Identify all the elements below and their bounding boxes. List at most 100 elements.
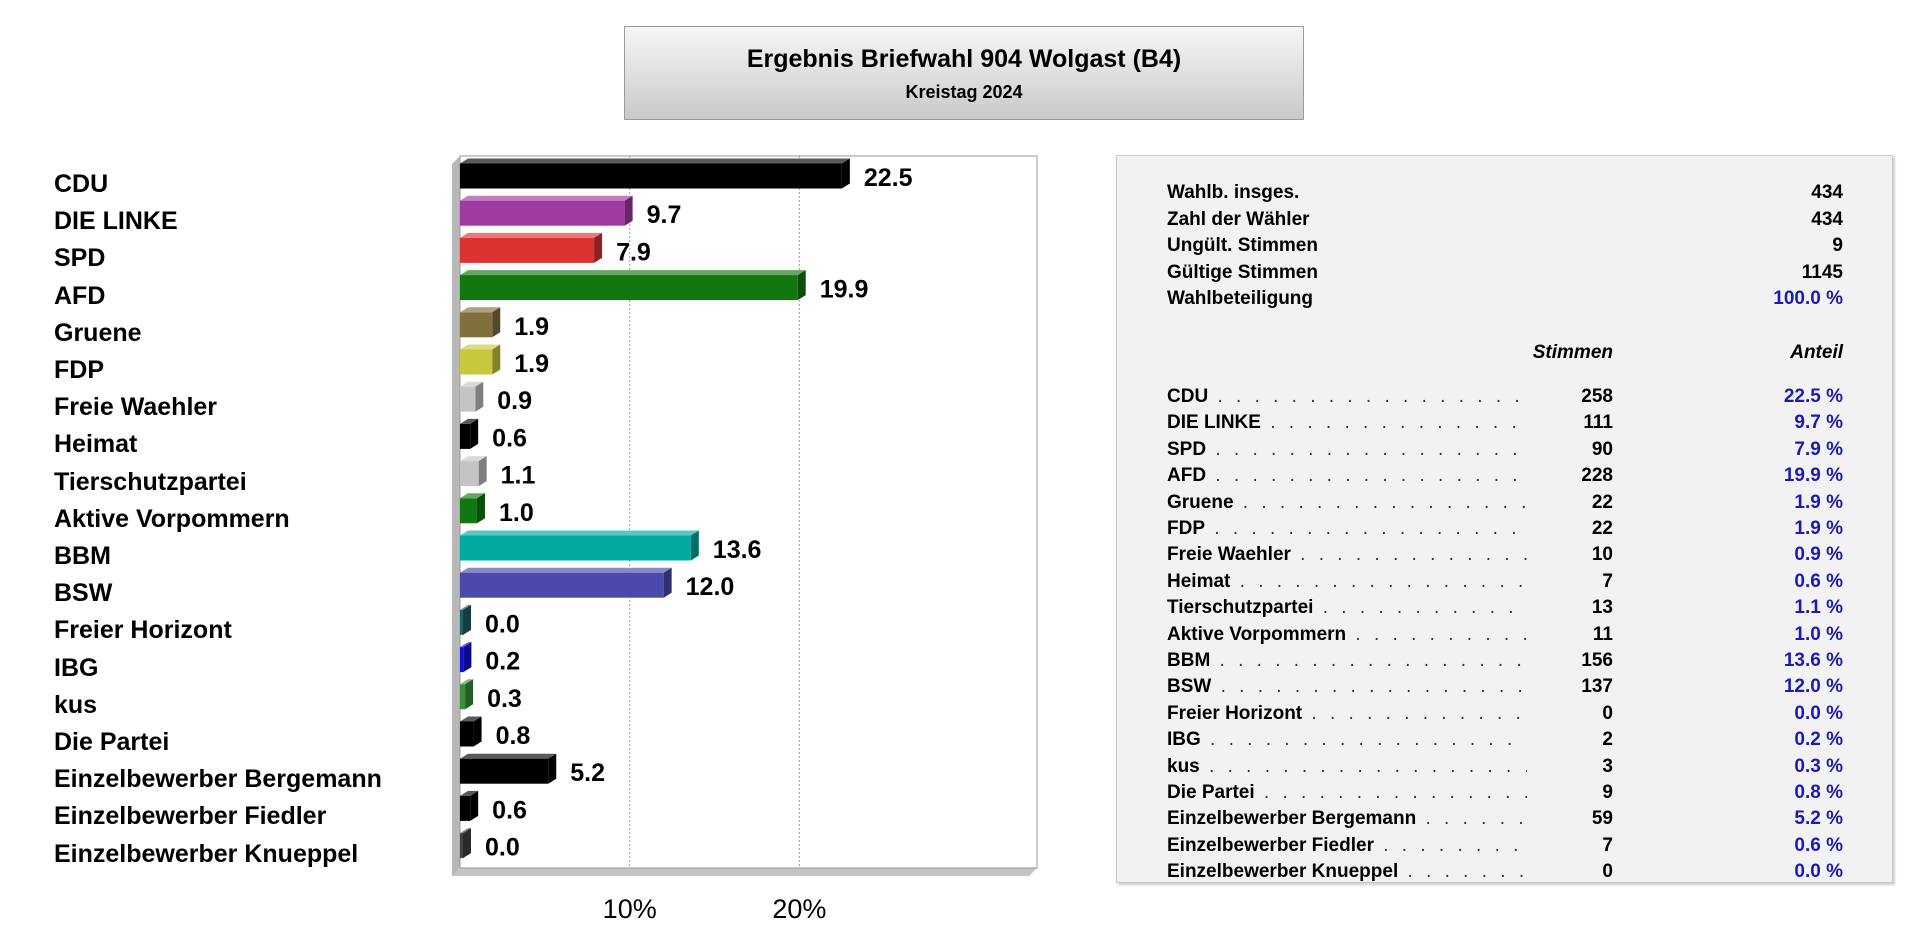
party-votes: 7: [1602, 570, 1613, 592]
bar-front-face: [460, 833, 463, 859]
bar-top-face: [460, 344, 501, 350]
leader-dots: . . . . . . . . . . . . . . . . . . . . …: [1214, 518, 1527, 539]
party-votes: 0: [1602, 702, 1613, 724]
party-name: Einzelbewerber Knueppel . . . . . . . . …: [1167, 859, 1527, 885]
bar-front-face: [460, 535, 691, 561]
bar-side-face: [463, 604, 471, 635]
bar-side-face: [470, 418, 479, 449]
party-name: SPD . . . . . . . . . . . . . . . . . . …: [1167, 437, 1527, 463]
category-label: Einzelbewerber Knueppel: [54, 839, 359, 868]
summary-value: 1145: [1801, 261, 1843, 283]
bar-top-face: [460, 307, 501, 313]
bar: [460, 753, 557, 784]
summary-value: 434: [1811, 208, 1843, 230]
bar-front-face: [460, 163, 842, 189]
party-result-row: Heimat . . . . . . . . . . . . . . . . .…: [1167, 569, 1843, 595]
party-result-row: Einzelbewerber Knueppel . . . . . . . . …: [1167, 859, 1843, 885]
bar-front-face: [460, 461, 479, 487]
category-label: IBG: [54, 653, 99, 682]
bar-front-face: [460, 684, 466, 710]
bar: [460, 828, 471, 859]
bar-top-face: [460, 195, 633, 201]
party-name-text: DIE LINKE: [1167, 412, 1261, 434]
party-name: Die Partei . . . . . . . . . . . . . . .…: [1167, 780, 1527, 806]
party-share: 0.9 %: [1794, 544, 1843, 566]
party-result-row: CDU . . . . . . . . . . . . . . . . . . …: [1167, 384, 1843, 410]
bar-front-face: [460, 386, 476, 412]
party-name-text: BBM: [1167, 650, 1211, 671]
category-label: Tierschutzpartei: [54, 467, 247, 496]
party-share: 0.8 %: [1794, 782, 1843, 803]
bar-side-face: [492, 307, 501, 338]
table-header: Stimmen Anteil: [1167, 340, 1843, 366]
bar-value-label: 9.7: [647, 201, 682, 229]
party-name: FDP . . . . . . . . . . . . . . . . . . …: [1167, 516, 1527, 542]
bar-top-face: [460, 232, 603, 238]
bar-top-face: [460, 270, 806, 276]
bar-top-face: [460, 158, 850, 164]
bar-side-face: [465, 679, 474, 710]
party-name: BSW . . . . . . . . . . . . . . . . . . …: [1167, 674, 1527, 700]
party-result-row: Gruene . . . . . . . . . . . . . . . . .…: [1167, 490, 1843, 516]
category-label: Die Partei: [54, 728, 170, 756]
party-name: Gruene . . . . . . . . . . . . . . . . .…: [1167, 490, 1527, 516]
bar-top-face: [460, 604, 471, 610]
leader-dots: . . . . . . . . . . . . . . . . . . . . …: [1270, 412, 1527, 434]
bar-front-face: [460, 312, 493, 338]
results-panel: Wahlb. insges. 434 Zahl der Wähler 434 Ungül…: [1116, 155, 1893, 883]
bar: [460, 530, 699, 561]
leader-dots: . . . . . . . . . . . . . . . . . . . . …: [1217, 386, 1527, 407]
leader-dots: . . . . . . . . . . . . . . . . . . . . …: [1220, 676, 1527, 698]
leader-dots: . . . . . . . . . . . . . . . . . . . . …: [1209, 755, 1527, 777]
bar-value-label: 5.2: [570, 759, 605, 787]
bar-side-face: [478, 456, 487, 487]
bar-side-face: [663, 567, 672, 598]
bar-front-face: [460, 721, 474, 747]
party-votes: 7: [1602, 834, 1613, 856]
bar-side-face: [492, 344, 501, 375]
party-name-text: Tierschutzpartei: [1167, 597, 1314, 619]
bar-front-face: [460, 423, 471, 449]
party-result-row: Freier Horizont . . . . . . . . . . . . …: [1167, 701, 1843, 727]
bar-side-face: [463, 642, 472, 673]
bar-top-face: [460, 493, 485, 499]
leader-dots: . . . . . . . . . . . . . . . . . . . . …: [1215, 438, 1527, 460]
bar-side-face: [470, 790, 479, 821]
plot-left-wall: [452, 156, 460, 876]
category-label: Aktive Vorpommern: [54, 504, 290, 533]
bar-front-face: [460, 572, 664, 598]
category-label: Heimat: [54, 430, 138, 459]
party-name: DIE LINKE . . . . . . . . . . . . . . . …: [1167, 410, 1527, 436]
leader-dots: . . . . . . . . . . . . . . . . . . . . …: [1219, 650, 1527, 671]
chart-title-box: Ergebnis Briefwahl 904 Wolgast (B4) Krei…: [624, 26, 1304, 120]
party-share: 0.6 %: [1794, 834, 1843, 856]
party-name-text: IBG: [1167, 729, 1201, 751]
party-share: 22.5 %: [1783, 386, 1843, 407]
plot-floor: [452, 868, 1037, 876]
bar-top-face: [460, 530, 699, 536]
party-share: 0.0 %: [1794, 861, 1843, 883]
party-name: kus . . . . . . . . . . . . . . . . . . …: [1167, 754, 1527, 780]
party-share: 0.6 %: [1794, 570, 1843, 592]
bar-top-face: [460, 381, 484, 387]
party-votes: 228: [1581, 465, 1613, 487]
leader-dots: . . . . . . . . . . . . . . . . . . . . …: [1407, 861, 1528, 883]
party-votes: 22: [1591, 518, 1613, 539]
bar-top-face: [460, 418, 479, 424]
party-name-text: Die Partei: [1167, 782, 1255, 803]
party-votes: 10: [1591, 544, 1613, 566]
summary-label: Ungült. Stimmen: [1167, 235, 1318, 256]
party-name: BBM . . . . . . . . . . . . . . . . . . …: [1167, 648, 1527, 674]
bar-chart: 10% 20% 22.5 9.7 7.9 19.9 1.9 1.9 0.9 0.6 1.1 1.0 13…: [452, 155, 1038, 924]
header-share: Anteil: [1790, 342, 1843, 363]
category-label: Einzelbewerber Bergemann: [54, 765, 382, 794]
bar: [460, 270, 806, 301]
summary-row: Ungült. Stimmen 9: [1167, 233, 1843, 259]
leader-dots: . . . . . . . . . . . . . . . . . . . . …: [1425, 808, 1527, 830]
bar-value-label: 13.6: [713, 536, 762, 564]
party-result-row: SPD . . . . . . . . . . . . . . . . . . …: [1167, 437, 1843, 463]
bar-value-label: 7.9: [616, 238, 651, 266]
party-votes: 156: [1581, 650, 1613, 671]
party-votes: 59: [1591, 808, 1613, 830]
bar: [460, 381, 484, 412]
